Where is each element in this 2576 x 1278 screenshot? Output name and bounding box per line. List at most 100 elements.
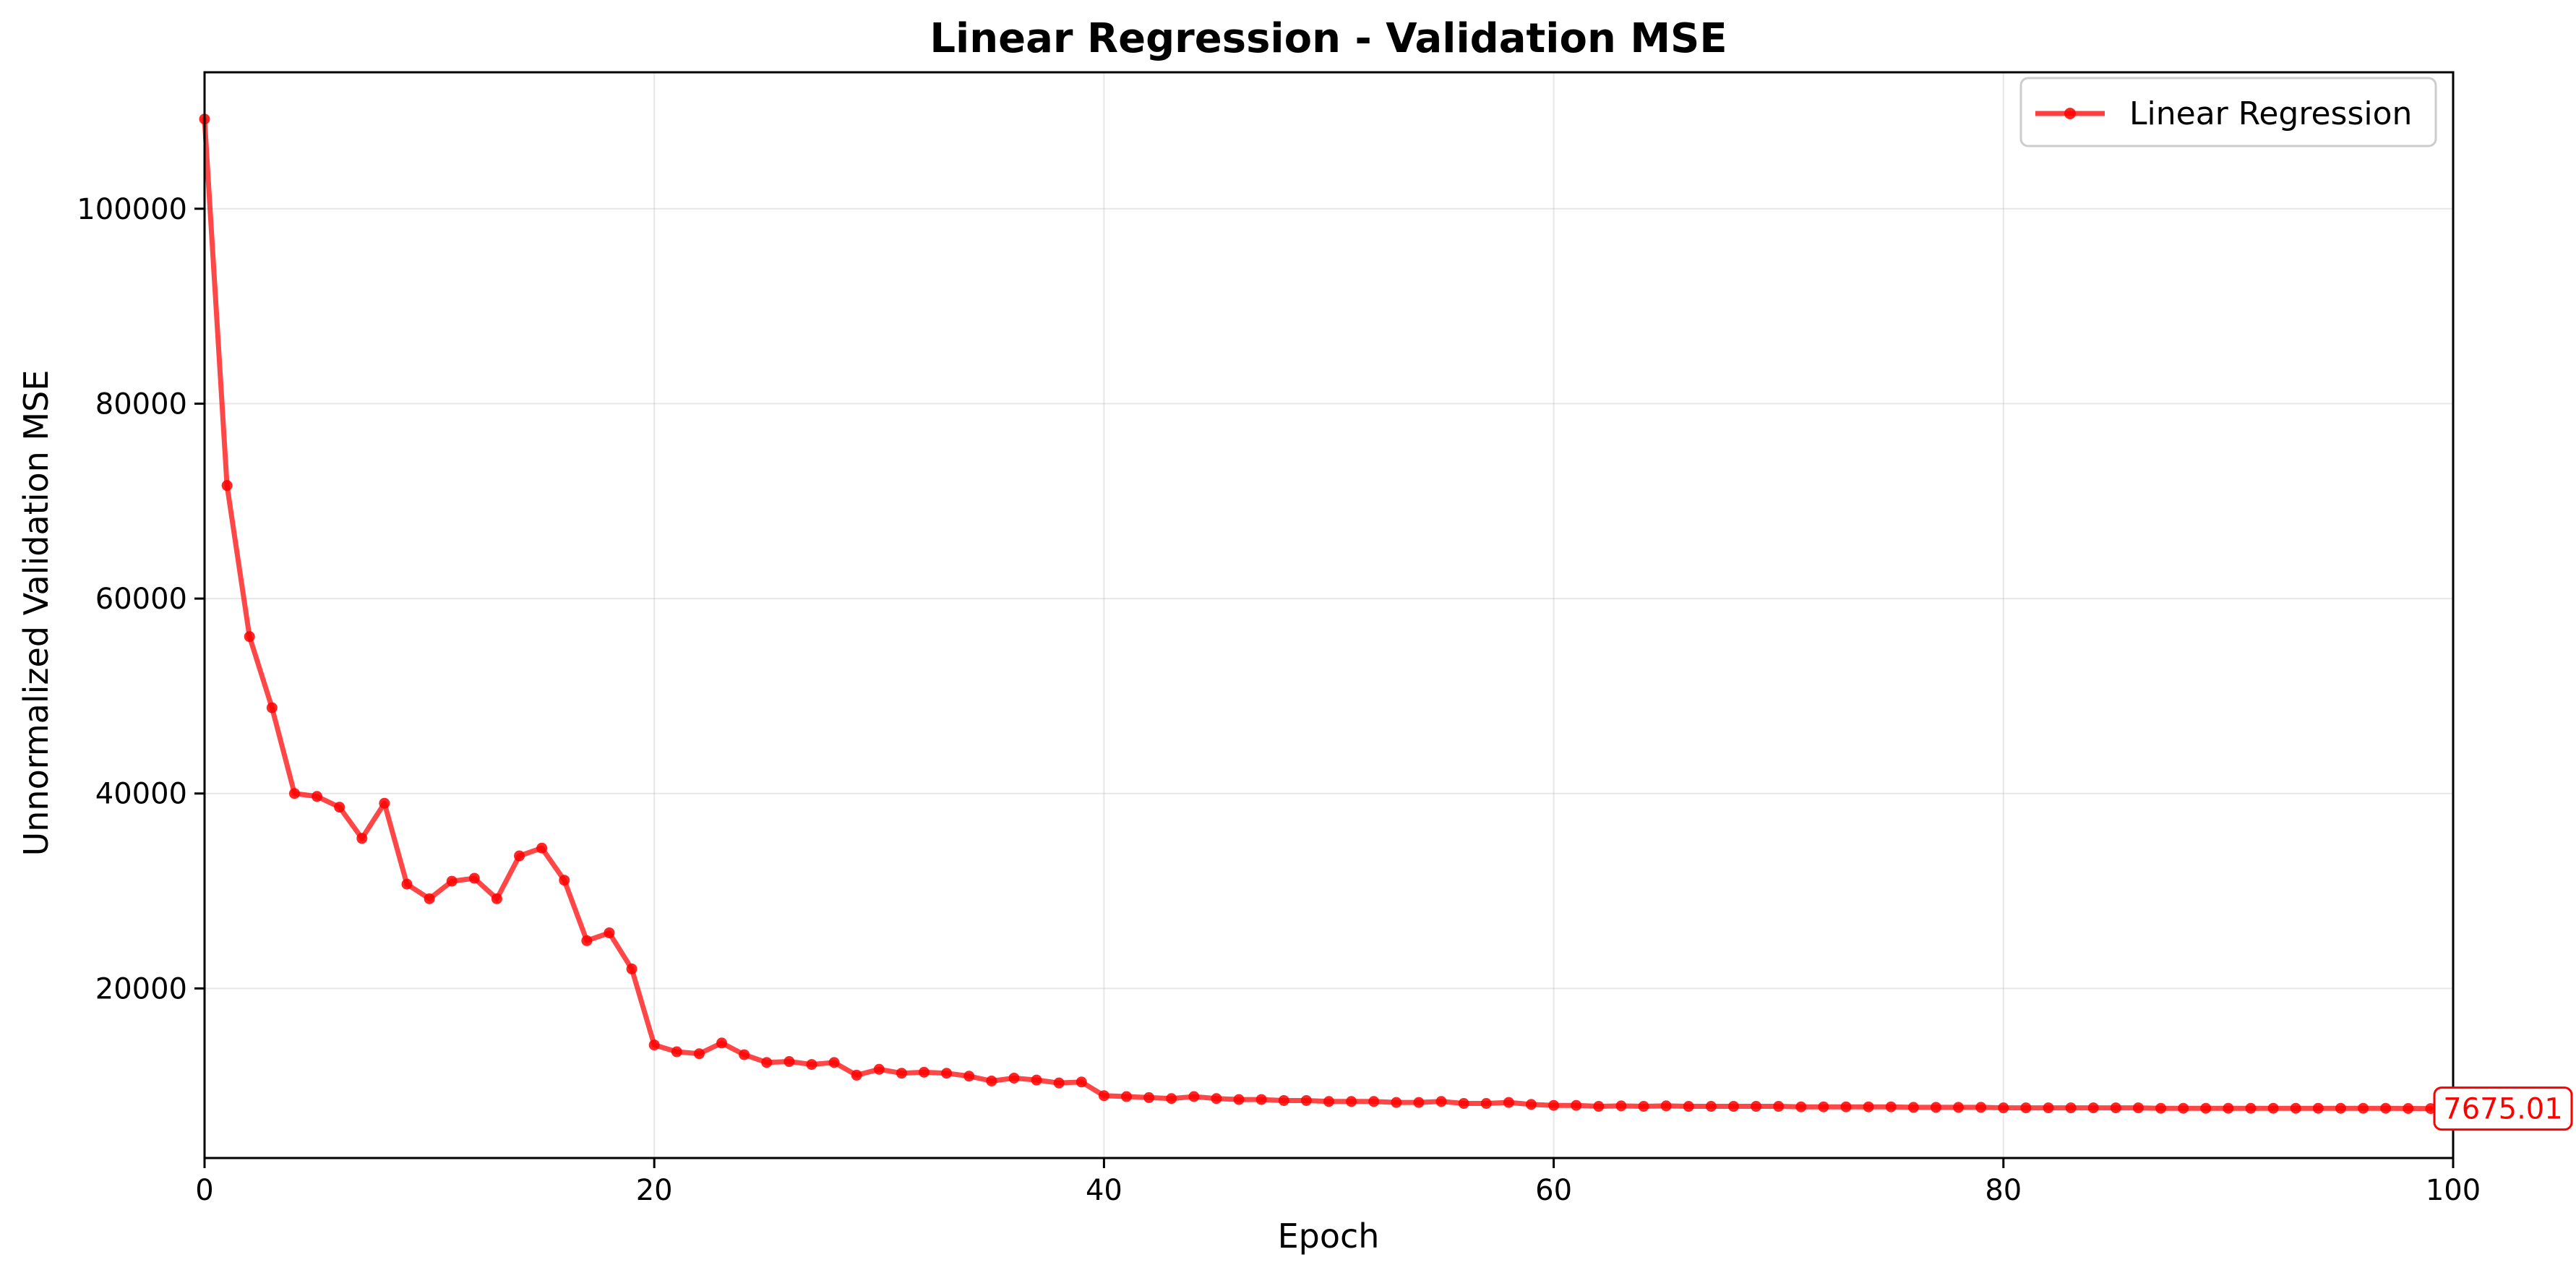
data-point — [2132, 1102, 2144, 1114]
data-point — [1615, 1100, 1627, 1112]
legend-box — [2019, 77, 2437, 147]
data-point — [1998, 1102, 2009, 1114]
data-point — [1705, 1101, 1717, 1112]
data-point — [266, 702, 278, 713]
data-point — [288, 788, 300, 799]
data-point — [2155, 1102, 2167, 1114]
data-point — [1975, 1102, 1987, 1113]
data-point — [1727, 1101, 1739, 1112]
data-point — [1683, 1101, 1694, 1112]
data-point — [1480, 1097, 1492, 1109]
data-point — [2178, 1102, 2189, 1114]
x-tick-label: 20 — [636, 1174, 673, 1207]
data-point — [761, 1057, 773, 1068]
data-point — [1031, 1074, 1042, 1086]
data-point — [1660, 1100, 1672, 1112]
data-point — [851, 1069, 862, 1081]
data-point — [1773, 1101, 1785, 1112]
data-point — [783, 1056, 795, 1068]
data-point — [1840, 1101, 1852, 1112]
data-point — [2020, 1102, 2032, 1114]
data-point — [828, 1057, 840, 1068]
data-point — [379, 797, 390, 809]
data-point — [1166, 1093, 1177, 1105]
data-point — [536, 842, 548, 854]
data-point — [424, 893, 435, 904]
data-point — [1458, 1097, 1469, 1109]
x-tick-label: 100 — [2426, 1174, 2481, 1207]
series-line — [202, 116, 2434, 1112]
data-point — [468, 872, 480, 884]
annotation-box — [2433, 1086, 2573, 1131]
data-point — [2358, 1102, 2369, 1114]
x-axis-label: Epoch — [1278, 1217, 1380, 1256]
series-layer — [199, 113, 2437, 1115]
data-point — [873, 1063, 885, 1075]
data-point — [1346, 1096, 1357, 1107]
y-axis-label: Unnormalized Validation MSE — [17, 370, 56, 857]
data-point — [1121, 1091, 1133, 1102]
data-point — [693, 1048, 705, 1060]
data-point — [671, 1046, 682, 1058]
axis-ticks: 0 20 40 60 80 100 20000 40000 60000 80000 100000 — [77, 193, 2481, 1207]
data-point — [1638, 1101, 1649, 1112]
data-point — [2335, 1102, 2346, 1114]
data-point — [514, 850, 525, 862]
data-point — [896, 1068, 907, 1079]
data-point — [2403, 1103, 2414, 1115]
data-point — [2267, 1102, 2279, 1114]
y-tick-label: 80000 — [95, 387, 187, 421]
data-point — [1368, 1096, 1380, 1107]
data-point — [986, 1075, 997, 1086]
data-point — [1907, 1102, 1919, 1113]
annotation-label: 7675.01 — [2443, 1093, 2562, 1126]
y-tick-label: 40000 — [95, 778, 187, 811]
data-point — [2223, 1102, 2234, 1114]
data-point — [1143, 1092, 1155, 1103]
data-point — [1413, 1097, 1425, 1108]
data-point — [1300, 1094, 1312, 1106]
data-point — [1188, 1091, 1200, 1102]
data-point — [221, 480, 233, 492]
data-point — [2087, 1102, 2099, 1114]
data-point — [963, 1071, 975, 1082]
grid-lines — [205, 72, 2453, 1158]
data-point — [1525, 1099, 1537, 1110]
legend-marker — [2064, 108, 2076, 119]
data-point — [2312, 1102, 2324, 1114]
data-point — [1233, 1094, 1245, 1105]
data-point — [446, 875, 458, 887]
data-point — [648, 1039, 660, 1051]
data-point — [1593, 1101, 1605, 1112]
data-point — [1571, 1099, 1582, 1111]
data-point — [2110, 1102, 2121, 1114]
data-point — [1278, 1094, 1289, 1106]
data-point — [1751, 1101, 1762, 1112]
data-point — [1930, 1102, 1941, 1113]
data-point — [559, 875, 570, 886]
data-point — [1323, 1096, 1334, 1107]
data-point — [919, 1066, 930, 1078]
data-point — [1885, 1101, 1897, 1112]
data-point — [1863, 1101, 1874, 1112]
chart-title: Linear Regression - Validation MSE — [929, 15, 1727, 62]
plot-frame — [203, 71, 2455, 1159]
data-point — [2245, 1102, 2257, 1114]
data-point — [1008, 1072, 1020, 1084]
data-point — [1503, 1097, 1514, 1108]
data-point — [806, 1059, 817, 1071]
data-point — [1098, 1090, 1109, 1102]
x-tick-label: 0 — [195, 1174, 213, 1207]
data-point — [2380, 1102, 2392, 1114]
data-point — [1435, 1096, 1447, 1107]
data-point — [739, 1049, 750, 1060]
data-point — [1076, 1076, 1087, 1088]
data-point — [2043, 1102, 2054, 1114]
data-point — [1795, 1101, 1807, 1112]
data-point — [356, 833, 368, 844]
data-point — [716, 1037, 728, 1049]
data-point — [401, 878, 413, 890]
